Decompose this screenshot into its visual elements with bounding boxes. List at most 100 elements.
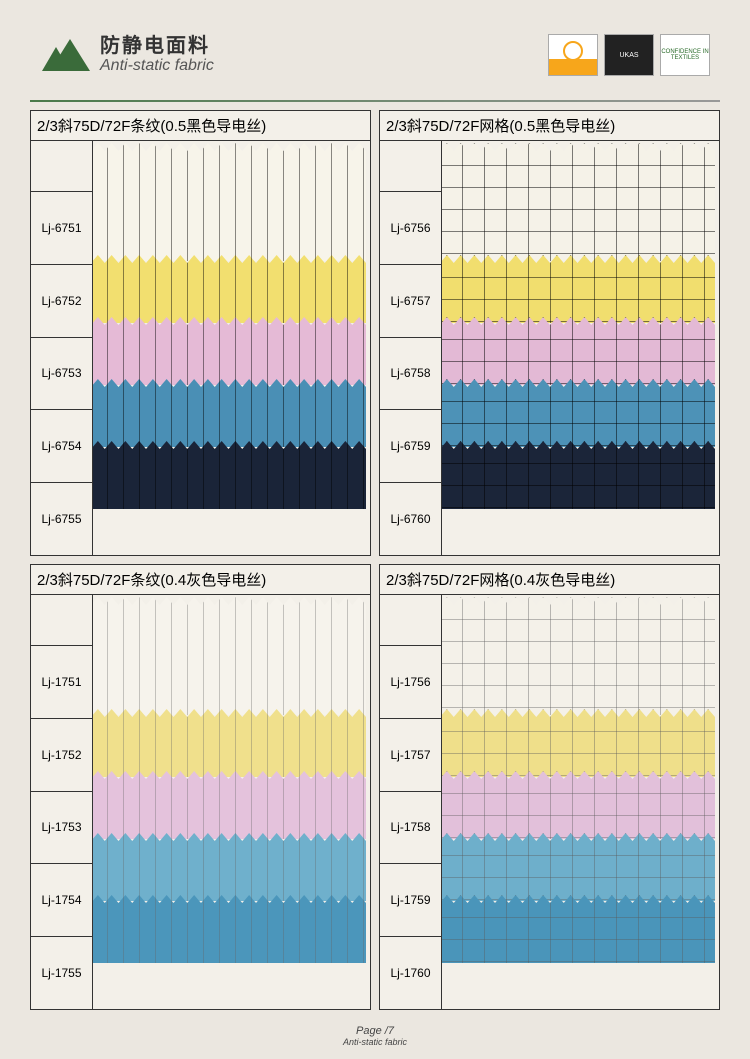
fabric-swatch: [442, 441, 715, 509]
swatches-column: [93, 141, 370, 555]
labels-column: Lj-6756Lj-6757Lj-6758Lj-6759Lj-6760: [380, 141, 442, 555]
panel-body: Lj-1756Lj-1757Lj-1758Lj-1759Lj-1760: [380, 595, 719, 1009]
labels-column: Lj-6751Lj-6752Lj-6753Lj-6754Lj-6755: [31, 141, 93, 555]
panel-body: Lj-1751Lj-1752Lj-1753Lj-1754Lj-1755: [31, 595, 370, 1009]
title-en: Anti-static fabric: [100, 57, 214, 75]
fabric-swatch: [442, 255, 715, 323]
swatch-code: Lj-6758: [380, 337, 441, 410]
swatch-surface: [442, 441, 715, 509]
swatch-panel: 2/3斜75D/72F网格(0.5黑色导电丝)Lj-6756Lj-6757Lj-…: [379, 110, 720, 556]
label-spacer: [380, 595, 441, 645]
swatch-code: Lj-1758: [380, 791, 441, 864]
fabric-swatch: [93, 379, 366, 447]
swatch-code: Lj-1759: [380, 863, 441, 936]
fabric-swatch: [442, 709, 715, 777]
swatch-surface: [442, 143, 715, 261]
swatch-code: Lj-6752: [31, 264, 92, 337]
swatch-surface: [442, 709, 715, 777]
fabric-swatch: [442, 379, 715, 447]
swatch-surface: [93, 255, 366, 323]
swatch-surface: [93, 771, 366, 839]
fabric-swatch: [442, 317, 715, 385]
swatch-code: Lj-6754: [31, 409, 92, 482]
swatches-column: [442, 595, 719, 1009]
swatches-column: [93, 595, 370, 1009]
swatch-surface: [442, 833, 715, 901]
mountain-icon: [50, 39, 90, 71]
header-rule: [30, 100, 720, 102]
fabric-swatch: [442, 833, 715, 901]
logo-block: 防静电面料 Anti-static fabric: [50, 35, 214, 75]
swatch-code: Lj-1754: [31, 863, 92, 936]
label-spacer: [31, 595, 92, 645]
page-header: 防静电面料 Anti-static fabric UKAS CONFIDENCE…: [0, 0, 750, 100]
oeko-badge: CONFIDENCE IN TEXTILES: [660, 34, 710, 76]
fabric-swatch: [93, 895, 366, 963]
label-spacer: [380, 141, 441, 191]
labels-column: Lj-1756Lj-1757Lj-1758Lj-1759Lj-1760: [380, 595, 442, 1009]
fabric-swatch: [93, 833, 366, 901]
swatch-surface: [442, 771, 715, 839]
swatch-panel: 2/3斜75D/72F网格(0.4灰色导电丝)Lj-1756Lj-1757Lj-…: [379, 564, 720, 1010]
swatch-surface: [93, 317, 366, 385]
swatch-code: Lj-6760: [380, 482, 441, 555]
page-footer: Page /7 Anti-static fabric: [0, 1025, 750, 1047]
swatch-code: Lj-6753: [31, 337, 92, 410]
swatch-code: Lj-6757: [380, 264, 441, 337]
fabric-swatch: [93, 143, 366, 261]
swatch-surface: [93, 597, 366, 715]
panel-body: Lj-6756Lj-6757Lj-6758Lj-6759Lj-6760: [380, 141, 719, 555]
title-block: 防静电面料 Anti-static fabric: [100, 35, 214, 75]
fabric-swatch: [442, 895, 715, 963]
fabric-swatch: [93, 597, 366, 715]
swatch-stack: [93, 143, 366, 509]
swatch-code: Lj-6755: [31, 482, 92, 555]
panel-title: 2/3斜75D/72F条纹(0.4灰色导电丝): [31, 565, 370, 595]
panel-title: 2/3斜75D/72F网格(0.4灰色导电丝): [380, 565, 719, 595]
swatch-surface: [93, 441, 366, 509]
fabric-swatch: [442, 771, 715, 839]
title-cn: 防静电面料: [100, 35, 214, 57]
panel-title: 2/3斜75D/72F条纹(0.5黑色导电丝): [31, 111, 370, 141]
swatches-column: [442, 141, 719, 555]
swatch-stack: [442, 143, 715, 509]
swatch-surface: [442, 379, 715, 447]
swatch-surface: [442, 255, 715, 323]
swatch-panel: 2/3斜75D/72F条纹(0.4灰色导电丝)Lj-1751Lj-1752Lj-…: [30, 564, 371, 1010]
footer-subtitle: Anti-static fabric: [0, 1037, 750, 1047]
swatch-surface: [93, 895, 366, 963]
swatch-code: Lj-1755: [31, 936, 92, 1009]
fabric-swatch: [93, 255, 366, 323]
swatch-code: Lj-6759: [380, 409, 441, 482]
swatch-grid: 2/3斜75D/72F条纹(0.5黑色导电丝)Lj-6751Lj-6752Lj-…: [0, 110, 750, 1010]
label-spacer: [31, 141, 92, 191]
panel-body: Lj-6751Lj-6752Lj-6753Lj-6754Lj-6755: [31, 141, 370, 555]
fabric-swatch: [442, 143, 715, 261]
ukas-badge: UKAS: [604, 34, 654, 76]
sgs-badge: [548, 34, 598, 76]
swatch-surface: [93, 833, 366, 901]
swatch-stack: [93, 597, 366, 963]
swatch-code: Lj-1752: [31, 718, 92, 791]
certification-badges: UKAS CONFIDENCE IN TEXTILES: [548, 34, 710, 76]
fabric-swatch: [93, 441, 366, 509]
swatch-code: Lj-6756: [380, 191, 441, 264]
swatch-surface: [93, 709, 366, 777]
swatch-surface: [93, 143, 366, 261]
swatch-code: Lj-1760: [380, 936, 441, 1009]
swatch-surface: [442, 597, 715, 715]
labels-column: Lj-1751Lj-1752Lj-1753Lj-1754Lj-1755: [31, 595, 93, 1009]
swatch-code: Lj-1753: [31, 791, 92, 864]
swatch-surface: [93, 379, 366, 447]
swatch-panel: 2/3斜75D/72F条纹(0.5黑色导电丝)Lj-6751Lj-6752Lj-…: [30, 110, 371, 556]
swatch-code: Lj-1756: [380, 645, 441, 718]
panel-title: 2/3斜75D/72F网格(0.5黑色导电丝): [380, 111, 719, 141]
swatch-surface: [442, 317, 715, 385]
page-number: Page /7: [0, 1025, 750, 1037]
swatch-stack: [442, 597, 715, 963]
fabric-swatch: [442, 597, 715, 715]
fabric-swatch: [93, 709, 366, 777]
swatch-surface: [442, 895, 715, 963]
swatch-code: Lj-1757: [380, 718, 441, 791]
fabric-swatch: [93, 317, 366, 385]
